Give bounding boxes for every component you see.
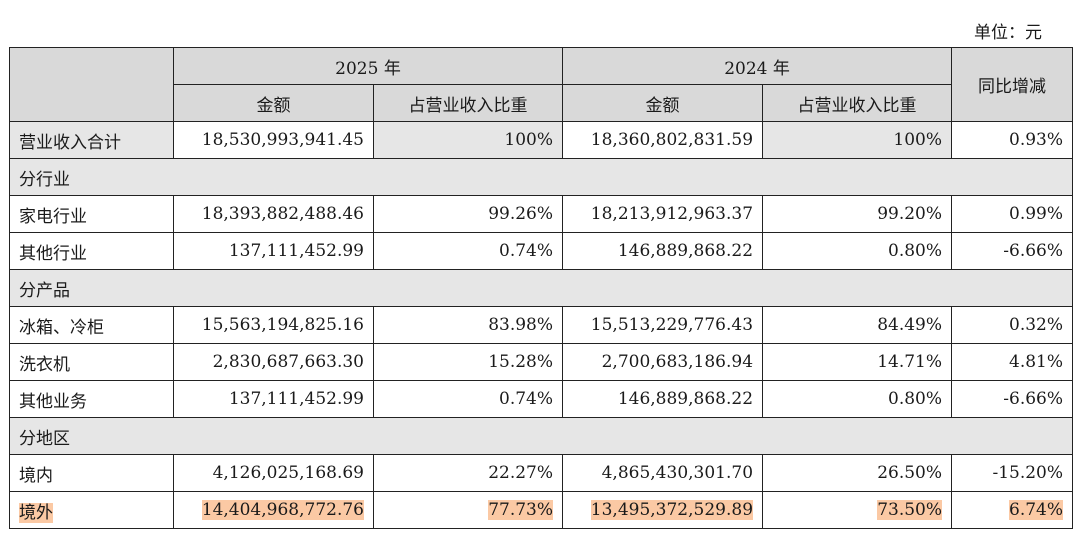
section-title: 分地区 bbox=[8, 417, 1074, 455]
section-title: 分产品 bbox=[8, 269, 1074, 307]
highlight-mark: 6.74% bbox=[1009, 500, 1064, 520]
table-row: 其他行业 137,111,452.99 0.74% 146,889,868.22… bbox=[9, 232, 1074, 270]
total-row: 营业收入合计 18,530,993,941.45 100% 18,360,802… bbox=[9, 121, 1074, 159]
yoy-header: 同比增减 bbox=[951, 47, 1074, 122]
amount-2025-cell: 18,393,882,488.46 bbox=[173, 195, 374, 233]
highlight-mark: 73.50% bbox=[877, 500, 943, 520]
share-2025-cell: 77.73% bbox=[372, 491, 564, 529]
table-row: 家电行业 18,393,882,488.46 99.26% 18,213,912… bbox=[9, 195, 1074, 233]
share-2024-cell: 84.49% bbox=[762, 306, 953, 344]
row-label: 冰箱、冷柜 bbox=[9, 306, 174, 344]
amount-2024-cell: 15,513,229,776.43 bbox=[562, 306, 764, 344]
share-2024-cell: 100% bbox=[762, 121, 953, 159]
row-label: 家电行业 bbox=[9, 195, 174, 233]
amount-2025-cell: 15,563,194,825.16 bbox=[173, 306, 374, 344]
yoy-cell: 0.93% bbox=[951, 121, 1074, 159]
yoy-cell: 0.32% bbox=[951, 306, 1074, 344]
share-2025-cell: 0.74% bbox=[372, 380, 564, 418]
yoy-cell: 0.99% bbox=[951, 195, 1074, 233]
amount-2024-cell: 13,495,372,529.89 bbox=[562, 491, 764, 529]
row-label: 其他业务 bbox=[9, 380, 174, 418]
share-2025-header: 占营业收入比重 bbox=[372, 84, 564, 122]
highlight-mark: 境外 bbox=[19, 502, 53, 523]
table-row: 境内 4,126,025,168.69 22.27% 4,865,430,301… bbox=[9, 454, 1074, 492]
row-label: 其他行业 bbox=[9, 232, 174, 270]
section-row: 分行业 bbox=[8, 158, 1074, 196]
amount-2024-cell: 2,700,683,186.94 bbox=[562, 343, 764, 381]
highlight-mark: 77.73% bbox=[488, 500, 554, 520]
amount-2024-cell: 4,865,430,301.70 bbox=[562, 454, 764, 492]
share-2025-cell: 100% bbox=[372, 121, 564, 159]
highlight-mark: 13,495,372,529.89 bbox=[590, 500, 754, 520]
section-row: 分产品 bbox=[8, 269, 1074, 307]
amount-2024-cell: 146,889,868.22 bbox=[562, 232, 764, 270]
year-2025-header: 2025 年 bbox=[172, 47, 564, 85]
table-row: 其他业务 137,111,452.99 0.74% 146,889,868.22… bbox=[9, 380, 1074, 418]
yoy-cell: -6.66% bbox=[951, 232, 1074, 270]
share-2025-cell: 99.26% bbox=[372, 195, 564, 233]
yoy-cell: -6.66% bbox=[951, 380, 1074, 418]
share-2024-cell: 0.80% bbox=[762, 380, 953, 418]
amount-2025-cell: 18,530,993,941.45 bbox=[173, 121, 374, 159]
amount-2025-cell: 137,111,452.99 bbox=[173, 380, 374, 418]
row-label: 营业收入合计 bbox=[9, 121, 174, 159]
yoy-cell: 4.81% bbox=[951, 343, 1074, 381]
amount-2025-header: 金额 bbox=[173, 84, 374, 122]
amount-2024-cell: 18,360,802,831.59 bbox=[562, 121, 764, 159]
amount-2025-cell: 4,126,025,168.69 bbox=[173, 454, 374, 492]
row-label: 境外 bbox=[9, 491, 174, 529]
share-2024-cell: 26.50% bbox=[762, 454, 953, 492]
yoy-cell: -15.20% bbox=[951, 454, 1074, 492]
share-2024-header: 占营业收入比重 bbox=[762, 84, 953, 122]
section-title: 分行业 bbox=[8, 158, 1074, 196]
revenue-table: 2025 年 2024 年 同比增减 金额 占营业收入比重 金额 占营业收入比重… bbox=[8, 47, 1074, 529]
unit-label: 单位：元 bbox=[974, 23, 1042, 43]
highlight-mark: 14,404,968,772.76 bbox=[201, 500, 364, 520]
row-label: 洗衣机 bbox=[9, 343, 174, 381]
corner-header-cell bbox=[9, 47, 174, 122]
yoy-cell: 6.74% bbox=[951, 491, 1074, 529]
row-label: 境内 bbox=[9, 454, 174, 492]
share-2025-cell: 15.28% bbox=[372, 343, 564, 381]
share-2024-cell: 0.80% bbox=[762, 232, 953, 270]
share-2025-cell: 0.74% bbox=[372, 232, 564, 270]
table-row: 洗衣机 2,830,687,663.30 15.28% 2,700,683,18… bbox=[9, 343, 1074, 381]
share-2025-cell: 83.98% bbox=[372, 306, 564, 344]
amount-2024-cell: 146,889,868.22 bbox=[562, 380, 764, 418]
amount-2025-cell: 2,830,687,663.30 bbox=[173, 343, 374, 381]
share-2025-cell: 22.27% bbox=[372, 454, 564, 492]
section-row: 分地区 bbox=[8, 417, 1074, 455]
table-row-highlighted: 境外 14,404,968,772.76 77.73% 13,495,372,5… bbox=[9, 491, 1074, 529]
share-2024-cell: 14.71% bbox=[762, 343, 953, 381]
amount-2024-cell: 18,213,912,963.37 bbox=[562, 195, 764, 233]
amount-2025-cell: 137,111,452.99 bbox=[173, 232, 374, 270]
year-2024-header: 2024 年 bbox=[562, 47, 953, 85]
share-2024-cell: 73.50% bbox=[762, 491, 953, 529]
amount-2024-header: 金额 bbox=[562, 84, 764, 122]
amount-2025-cell: 14,404,968,772.76 bbox=[173, 491, 374, 529]
table-row: 冰箱、冷柜 15,563,194,825.16 83.98% 15,513,22… bbox=[9, 306, 1074, 344]
share-2024-cell: 99.20% bbox=[762, 195, 953, 233]
